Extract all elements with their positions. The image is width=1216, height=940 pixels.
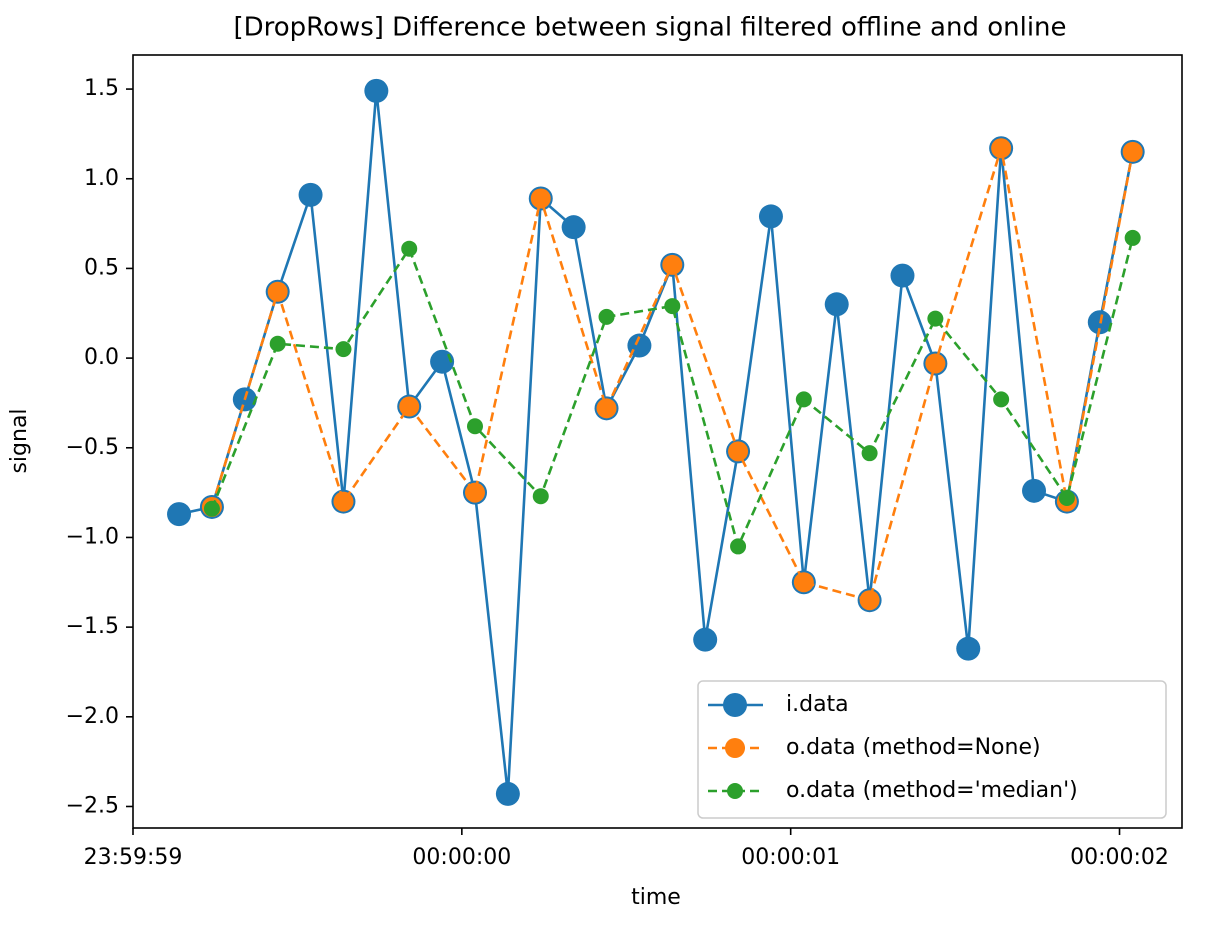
y-tick-label: 1.0 [84, 166, 119, 191]
y-tick-label: 1.5 [84, 76, 119, 101]
marker [824, 292, 849, 317]
marker [1022, 478, 1047, 503]
marker [793, 572, 814, 593]
marker [203, 500, 220, 517]
marker [662, 254, 683, 275]
y-tick-label: 0.0 [84, 345, 119, 370]
y-axis-label: signal [7, 408, 32, 473]
marker [890, 263, 915, 288]
marker [925, 353, 946, 374]
marker [495, 781, 520, 806]
marker [993, 391, 1010, 408]
marker [730, 538, 747, 555]
marker [399, 396, 420, 417]
y-tick-label: −1.0 [66, 524, 119, 549]
marker [561, 215, 586, 240]
marker [859, 590, 880, 611]
chart-title: [DropRows] Difference between signal fil… [233, 13, 1066, 43]
marker [466, 418, 483, 435]
marker [1058, 489, 1075, 506]
marker [991, 138, 1012, 159]
marker [664, 298, 681, 315]
x-tick-label: 00:00:00 [412, 845, 511, 870]
y-tick-label: 0.5 [84, 255, 119, 280]
marker [795, 391, 812, 408]
marker [532, 488, 549, 505]
marker [1122, 141, 1143, 162]
marker [401, 240, 418, 257]
series-line [210, 237, 1134, 551]
marker [464, 482, 485, 503]
y-tick-label: −2.0 [66, 704, 119, 729]
marker [364, 78, 389, 103]
y-tick-label: −1.5 [66, 614, 119, 639]
marker [267, 281, 288, 302]
marker [758, 204, 783, 229]
x-axis-label: time [631, 885, 681, 910]
legend-label: o.data (method=None) [786, 735, 1041, 760]
marker [596, 398, 617, 419]
legend-label: i.data [786, 692, 849, 717]
legend-box [697, 680, 1167, 819]
plot-frame [132, 54, 1183, 829]
legend-marker [727, 783, 743, 799]
marker [269, 335, 286, 352]
marker [298, 182, 323, 207]
marker [956, 636, 981, 661]
x-tick-label: 00:00:01 [741, 845, 840, 870]
y-tick-label: −2.5 [66, 793, 119, 818]
x-tick-label: 00:00:02 [1070, 845, 1169, 870]
marker [335, 341, 352, 358]
legend-label: o.data (method='median') [786, 778, 1078, 803]
marker [598, 308, 615, 325]
marker [861, 445, 878, 462]
marker [693, 627, 718, 652]
y-tick-label: −0.5 [66, 435, 119, 460]
legend-marker [723, 693, 747, 717]
marker [927, 310, 944, 327]
x-tick-label: 23:59:59 [84, 845, 183, 870]
marker [167, 502, 192, 527]
series-line [178, 90, 1134, 795]
marker [1124, 229, 1141, 246]
legend: i.data o.data (method=None) o.data (method… [697, 680, 1167, 819]
legend-marker [725, 738, 745, 758]
marker [530, 188, 551, 209]
marker [728, 441, 749, 462]
marker [333, 491, 354, 512]
